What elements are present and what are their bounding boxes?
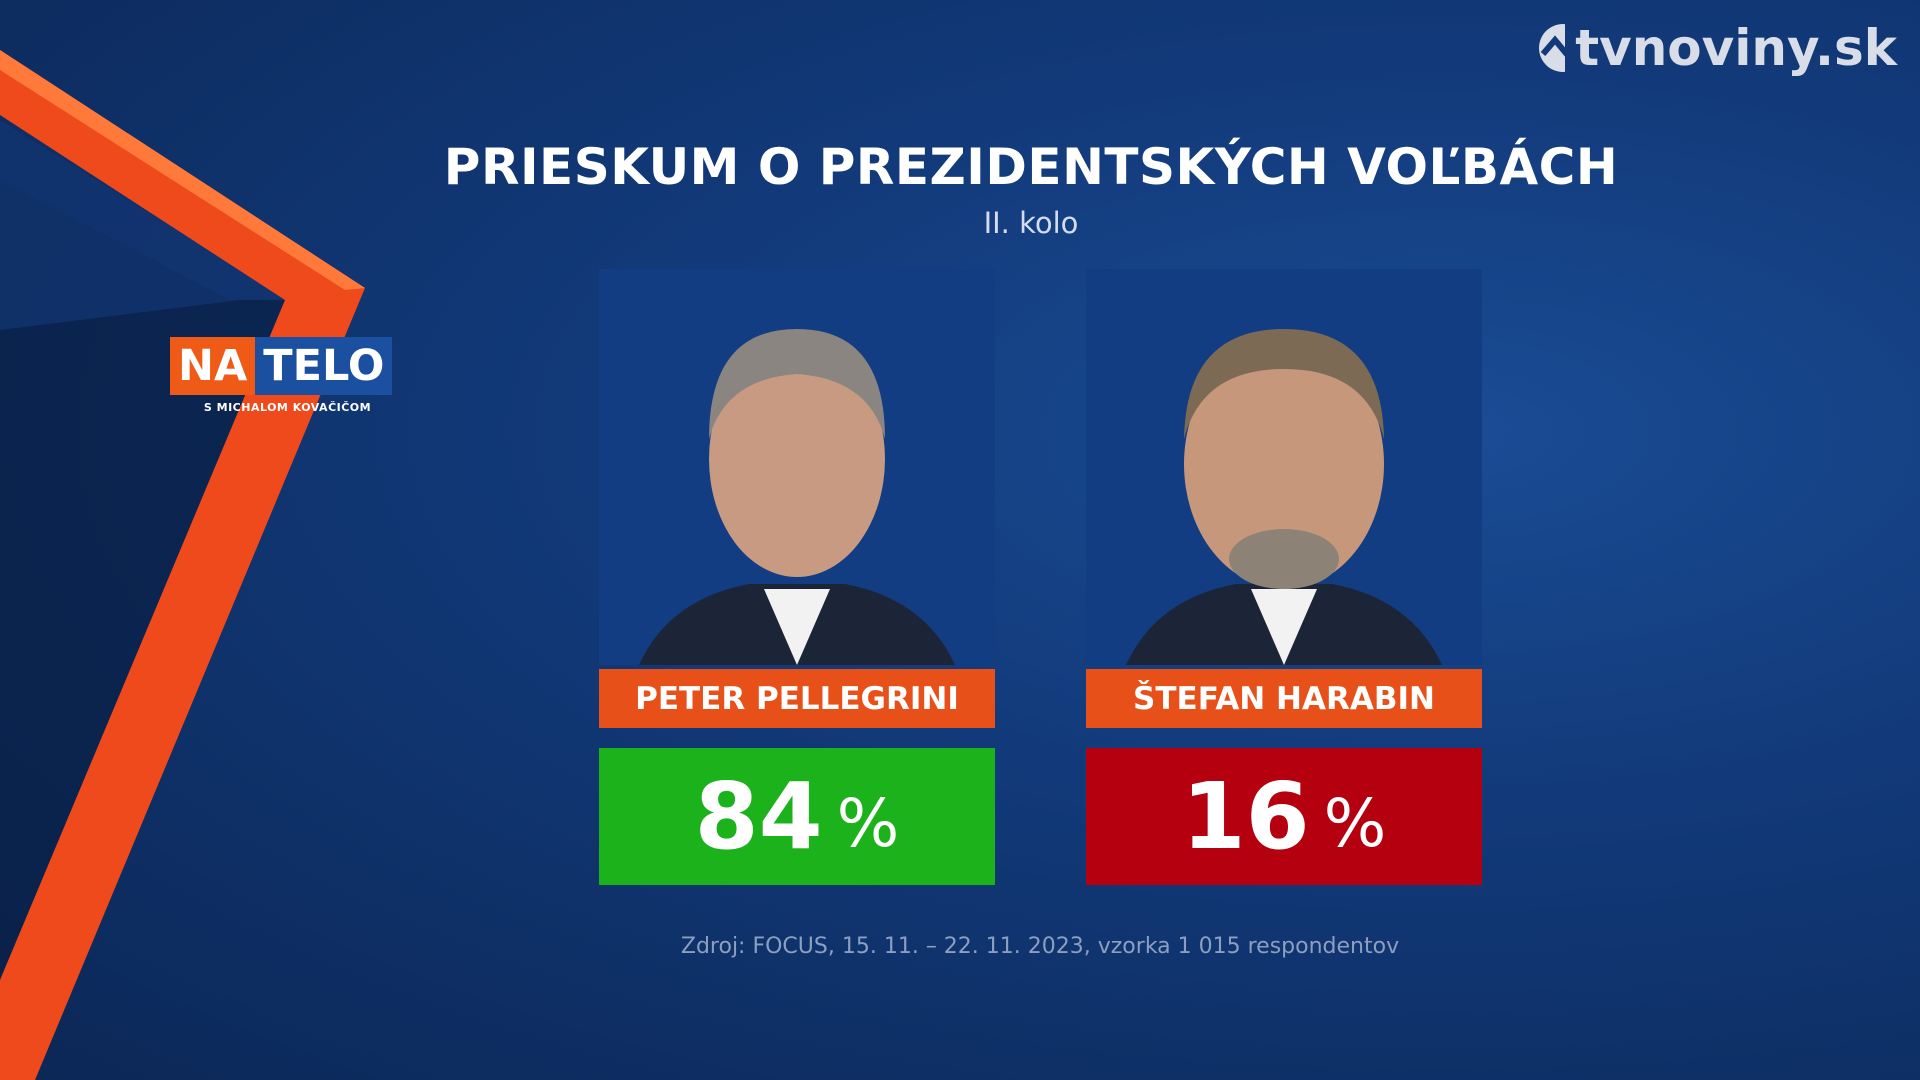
source-note: Zdroj: FOCUS, 15. 11. – 22. 11. 2023, vz… (680, 934, 1400, 959)
result-box: 16 % (1086, 748, 1482, 885)
show-tagline: S MICHALOM KOVAČIČOM (203, 401, 372, 414)
brand-name: tvnoviny.sk (1575, 19, 1897, 77)
candidate-name: ŠTEFAN HARABIN (1086, 669, 1482, 728)
candidate-photo (599, 269, 995, 665)
result-box: 84 % (599, 748, 995, 885)
candidate-name: PETER PELLEGRINI (599, 669, 995, 728)
result-unit: % (836, 785, 900, 862)
channel-logo: tvnoviny.sk (1537, 18, 1897, 78)
title: PRIESKUM O PREZIDENTSKÝCH VOĽBÁCH (443, 138, 1619, 196)
show-logo: NA TELO S MICHALOM KOVAČIČOM (170, 337, 405, 414)
logo-telo: TELO (255, 337, 393, 395)
candidate-card: PETER PELLEGRINI 84 % (599, 269, 995, 885)
candidate-card: ŠTEFAN HARABIN 16 % (1086, 269, 1482, 885)
subtitle: II. kolo (983, 206, 1079, 240)
logo-na: NA (170, 337, 256, 395)
result-value: 16 (1181, 763, 1310, 870)
brand-icon (1539, 24, 1566, 72)
candidate-photo (1086, 269, 1482, 665)
result-value: 84 (694, 763, 823, 870)
result-unit: % (1323, 785, 1387, 862)
